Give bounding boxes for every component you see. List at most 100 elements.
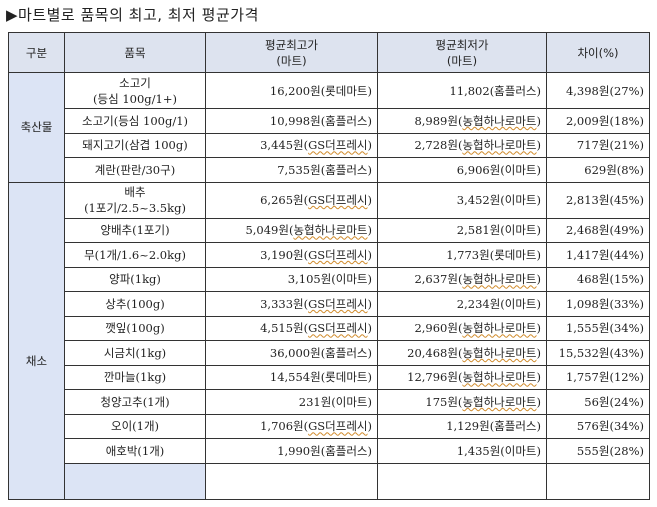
item-spec: (등심 100g/1+) — [93, 91, 177, 106]
max-price-cell: 3,105원(이마트) — [205, 266, 378, 292]
header-category: 구분 — [8, 32, 65, 73]
item-name: 소고기 — [119, 75, 151, 90]
item-cell: 깻잎(100g) — [64, 315, 206, 341]
item-cell: 청양고추(1개) — [64, 389, 206, 415]
item-name: 소고기(등심 100g/1) — [81, 113, 189, 128]
diff-price-cell: 555원(28%) — [546, 438, 650, 464]
header-max-price: 평균최고가 (마트) — [205, 32, 378, 73]
item-name: 양배추(1포기) — [100, 223, 170, 238]
diff-price-cell: 468원(15%) — [546, 266, 650, 292]
table-row: 양파(1kg) 3,105원(이마트) 2,637원(농협하나로마트) 468원(15… — [9, 266, 650, 292]
header-max-line2: (마트) — [276, 53, 307, 68]
min-price-cell: 2,581원(이마트) — [377, 217, 547, 243]
item-cell: 양배추(1포기) — [64, 217, 206, 243]
max-price-cell: 3,190원(GS더프레시) — [205, 242, 378, 268]
category-cell: 축산물 — [8, 72, 65, 183]
table-row: 소고기(등심 100g/1) 10,998원(홈플러스) 8,989원(농협하나로마… — [9, 108, 650, 134]
spellcheck-underline: 농협하나로마트 — [293, 223, 368, 238]
table-row: 채소 배추 (1포기/2.5~3.5kg) 6,265원(GS더프레시) 3,452원(… — [8, 181, 650, 500]
item-name: 계란(판란/30구) — [94, 162, 176, 177]
item-name: 양파(1kg) — [109, 272, 161, 287]
max-price-cell: 6,265원(GS더프레시) — [205, 181, 378, 219]
spellcheck-underline: 농협하나로마트 — [462, 272, 537, 287]
min-price-cell: 1,773원(롯데마트) — [377, 242, 547, 268]
item-cell: 무(1개/1.6~2.0kg) — [64, 242, 206, 268]
item-name: 시금치(1kg) — [103, 345, 167, 360]
diff-price-cell: 56원(24%) — [546, 389, 650, 415]
min-price-cell: 2,728원(농협하나로마트) — [377, 132, 547, 158]
spellcheck-underline: GS더프레시 — [308, 296, 368, 311]
item-name: 깻잎(100g) — [105, 321, 165, 336]
min-price-cell: 3,452원(이마트) — [377, 181, 547, 219]
header-diff: 차이(%) — [546, 32, 650, 73]
price-comparison-table: 구분 품목 평균최고가 (마트) 평균최저가 (마트) 차이(%) 축산물 소고기 (등… — [8, 32, 650, 500]
max-price-cell: 14,554원(롯데마트) — [205, 364, 378, 390]
min-price-cell: 2,234원(이마트) — [377, 291, 547, 317]
item-cell: 소고기 (등심 100g/1+) — [64, 72, 206, 109]
item-name: 깐마늘(1kg) — [103, 370, 167, 385]
min-price-cell: 8,989원(농협하나로마트) — [377, 108, 547, 134]
table-row: 계란(판란/30구) 7,535원(홈플러스) 6,906원(이마트) 629원(8%… — [9, 157, 650, 183]
min-price-cell: 6,906원(이마트) — [377, 157, 547, 183]
item-name: 무(1개/1.6~2.0kg) — [84, 247, 186, 262]
spellcheck-underline: 농협하나로마트 — [462, 370, 537, 385]
diff-price-cell: 1,417원(44%) — [546, 242, 650, 268]
min-price-cell: 1,129원(홈플러스) — [377, 413, 547, 439]
spellcheck-underline: GS더프레시 — [308, 247, 368, 262]
item-name: 상추(100g) — [105, 296, 165, 311]
header-min-price: 평균최저가 (마트) — [377, 32, 547, 73]
max-price-cell: 4,515원(GS더프레시) — [205, 315, 378, 341]
header-row: 구분 품목 평균최고가 (마트) 평균최저가 (마트) 차이(%) — [8, 32, 650, 73]
item-cell: 깐마늘(1kg) — [64, 364, 206, 390]
spellcheck-underline: 농협하나로마트 — [462, 138, 537, 153]
item-cell: 계란(판란/30구) — [64, 157, 206, 183]
section-title: ▶마트별로 품목의 최고, 최저 평균가격 — [6, 6, 259, 24]
item-cell: 돼지고기(삼겹 100g) — [64, 132, 206, 158]
item-name: 오이(1개) — [110, 419, 160, 434]
item-name: 청양고추(1개) — [100, 394, 170, 409]
item-name: 배추 — [124, 185, 146, 199]
table-row: 돼지고기(삼겹 100g) 3,445원(GS더프레시) 2,728원(농협하나로마… — [9, 132, 650, 158]
table-row: 애호박(1개) 1,990원(홈플러스) 1,435원(이마트) 555원(28%) — [9, 438, 650, 464]
spellcheck-underline: 농협하나로마트 — [462, 321, 537, 336]
item-cell: 오이(1개) — [64, 413, 206, 439]
table-row: 깐마늘(1kg) 14,554원(롯데마트) 12,796원(농협하나로마트) 1,7… — [9, 364, 650, 390]
empty-cell — [546, 462, 650, 500]
max-price-cell: 3,445원(GS더프레시) — [205, 132, 378, 158]
table-row: 청양고추(1개) 231원(이마트) 175원(농협하나로마트) 56원(24%) — [9, 389, 650, 415]
diff-price-cell: 2,813원(45%) — [546, 181, 650, 219]
table-row: 깻잎(100g) 4,515원(GS더프레시) 2,960원(농협하나로마트) 1,5… — [9, 315, 650, 341]
category-cell: 채소 — [8, 181, 65, 500]
empty-cell — [205, 462, 378, 500]
item-cell: 상추(100g) — [64, 291, 206, 317]
item-cell: 애호박(1개) — [64, 438, 206, 464]
spellcheck-underline: GS더프레시 — [308, 321, 368, 336]
diff-price-cell: 4,398원(27%) — [546, 72, 650, 109]
spellcheck-underline: 농협하나로마트 — [462, 345, 537, 360]
spellcheck-underline: 농협하나로마트 — [462, 113, 537, 128]
table-row: 오이(1개) 1,706원(GS더프레시) 1,129원(홈플러스) 576원(34%… — [9, 413, 650, 439]
max-price-cell: 1,990원(홈플러스) — [205, 438, 378, 464]
item-cell: 양파(1kg) — [64, 266, 206, 292]
diff-price-cell: 1,098원(33%) — [546, 291, 650, 317]
header-min-line2: (마트) — [446, 53, 478, 68]
header-max-line1: 평균최고가 — [265, 37, 318, 52]
max-price-cell: 10,998원(홈플러스) — [205, 108, 378, 134]
diff-price-cell: 2,009원(18%) — [546, 108, 650, 134]
max-price-cell: 7,535원(홈플러스) — [205, 157, 378, 183]
diff-price-cell: 15,532원(43%) — [546, 340, 650, 366]
item-spec: (1포기/2.5~3.5kg) — [84, 201, 186, 215]
empty-cell — [64, 462, 206, 500]
diff-price-cell: 576원(34%) — [546, 413, 650, 439]
diff-price-cell: 2,468원(49%) — [546, 217, 650, 243]
spellcheck-underline: GS더프레시 — [308, 419, 368, 434]
diff-price-cell: 1,555원(34%) — [546, 315, 650, 341]
max-price-cell: 231원(이마트) — [205, 389, 378, 415]
table-row: 시금치(1kg) 36,000원(홈플러스) 20,468원(농협하나로마트) 15,… — [9, 340, 650, 366]
min-price-cell: 12,796원(농협하나로마트) — [377, 364, 547, 390]
max-price-cell: 3,333원(GS더프레시) — [205, 291, 378, 317]
item-name: 돼지고기(삼겹 100g) — [82, 138, 188, 153]
min-price-cell: 1,435원(이마트) — [377, 438, 547, 464]
diff-price-cell: 717원(21%) — [546, 132, 650, 158]
spellcheck-underline: 농협하나로마트 — [462, 394, 537, 409]
